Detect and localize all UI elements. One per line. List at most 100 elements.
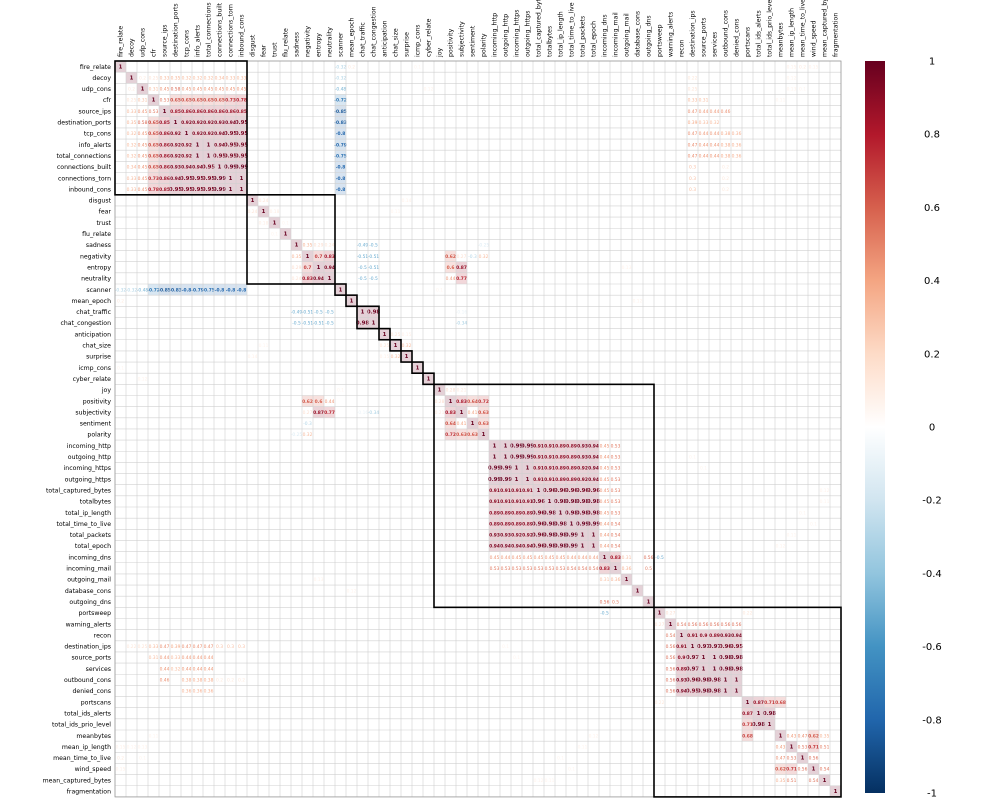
cell-value: 0.92 — [181, 120, 192, 126]
cell-value: 0.93 — [676, 678, 687, 684]
matrix-cell — [720, 674, 731, 686]
cell-value: 0.27 — [457, 254, 467, 260]
cell-value: 0.99 — [213, 187, 227, 193]
cell-value: 1 — [581, 533, 585, 539]
cell-value: 1 — [614, 566, 618, 572]
cell-value: 0.89 — [676, 666, 687, 672]
matrix-cell — [456, 261, 467, 273]
cell-value: 0.53 — [523, 566, 533, 572]
matrix-cell — [797, 752, 808, 764]
colorbar-gradient — [865, 61, 885, 793]
cell-value: 0.71 — [786, 767, 797, 773]
cell-value: 0.86 — [181, 109, 192, 115]
matrix-cell — [588, 473, 599, 485]
matrix-cell — [577, 440, 588, 452]
cell-value: -0.49 — [291, 310, 303, 316]
cell-value: 0.96 — [719, 644, 733, 650]
cell-value: 0.86 — [159, 176, 170, 182]
cell-value: 0.98 — [543, 533, 557, 539]
cell-value: -0.8 — [226, 287, 236, 293]
row-label: scanner — [86, 287, 111, 294]
cell-value: 0.86 — [225, 109, 236, 115]
cell-value: 0.25 — [127, 98, 137, 104]
cell-value: 0.25 — [688, 87, 698, 93]
matrix-cell — [236, 183, 247, 195]
column-label: incoming_https — [514, 10, 521, 57]
cell-value: -0.8 — [336, 165, 346, 171]
cell-value: 0.45 — [600, 499, 610, 505]
cell-value: 0.47 — [688, 131, 698, 137]
cell-value: 0.97 — [686, 666, 700, 672]
matrix-cell — [753, 707, 764, 719]
cell-value: 0.65 — [170, 98, 181, 104]
matrix-cell — [599, 562, 610, 574]
matrix-cell — [731, 640, 742, 652]
matrix-cell — [478, 417, 489, 429]
cell-value: 0.56 — [721, 622, 731, 628]
cell-value: -0.8 — [336, 176, 346, 182]
cell-value: 0.93 — [489, 533, 500, 539]
cell-value: 0.46 — [160, 678, 170, 684]
matrix-cell — [764, 707, 775, 719]
cell-value: 0.91 — [489, 488, 500, 494]
cell-value: 0.44 — [182, 666, 192, 672]
cell-value: 0.86 — [159, 153, 170, 159]
cell-value: 0.56 — [710, 622, 720, 628]
cell-value: 0.44 — [182, 655, 192, 661]
cell-value: 0.36 — [204, 689, 214, 695]
cell-value: 1 — [757, 711, 761, 717]
cell-value: -0.85 — [158, 287, 171, 293]
column-label: wind_speed — [811, 21, 818, 57]
cell-value: 0.27 — [303, 410, 313, 416]
cell-value: 0.62 — [808, 733, 819, 739]
cell-value: 1 — [526, 477, 530, 483]
cell-value: 0.96 — [532, 499, 546, 505]
cell-value: 0.53 — [611, 443, 621, 449]
cell-value: 1 — [119, 64, 123, 70]
cell-value: 0.92 — [192, 120, 203, 126]
matrix-cell — [742, 707, 753, 719]
cell-value: 0.11 — [820, 499, 830, 505]
cell-value: 0.89 — [566, 466, 577, 472]
matrix-cell — [148, 172, 159, 184]
cell-value: 1 — [493, 443, 497, 449]
column-label: connections_built — [217, 2, 224, 57]
cell-value: 0.89 — [511, 510, 522, 516]
matrix-cell — [566, 540, 577, 552]
cell-value: 0.95 — [235, 153, 249, 159]
cell-value: 0.44 — [160, 655, 170, 661]
cell-value: 1 — [416, 365, 420, 371]
cell-value: 0.53 — [798, 744, 808, 750]
cell-value: 0.89 — [511, 521, 522, 527]
matrix-cell — [786, 763, 797, 775]
cell-value: 1 — [130, 75, 134, 81]
cell-value: 0.85 — [159, 120, 170, 126]
cell-value: 0.94 — [676, 689, 687, 695]
cell-value: 0.53 — [556, 566, 566, 572]
cell-value: -0.48 — [335, 87, 347, 93]
cell-value: 0.12 — [138, 376, 148, 382]
cell-value: 1 — [174, 120, 178, 126]
matrix-cell — [148, 150, 159, 162]
cell-value: 0.94 — [731, 633, 742, 639]
matrix-cell — [500, 484, 511, 496]
cell-value: 1 — [735, 689, 739, 695]
matrix-cell — [511, 540, 522, 552]
cell-value: 0.83 — [456, 399, 467, 405]
cell-value: 0.2 — [722, 187, 729, 193]
cell-value: 0.2 — [216, 678, 223, 684]
cell-value: -0.32 — [115, 287, 127, 293]
matrix-cell — [687, 640, 698, 652]
cluster-box — [345, 294, 358, 308]
row-label: outgoing_https — [65, 476, 111, 483]
matrix-cell — [555, 451, 566, 463]
cell-value: 0.1 — [282, 220, 289, 226]
cell-value: 0.94 — [588, 477, 599, 483]
matrix-cell — [489, 484, 500, 496]
matrix-cell — [731, 674, 742, 686]
matrix-cell — [555, 473, 566, 485]
row-label: total_connections — [56, 153, 111, 160]
cell-value: 0.45 — [138, 187, 148, 193]
matrix-cell — [203, 105, 214, 117]
cell-value: 0.32 — [182, 75, 192, 81]
